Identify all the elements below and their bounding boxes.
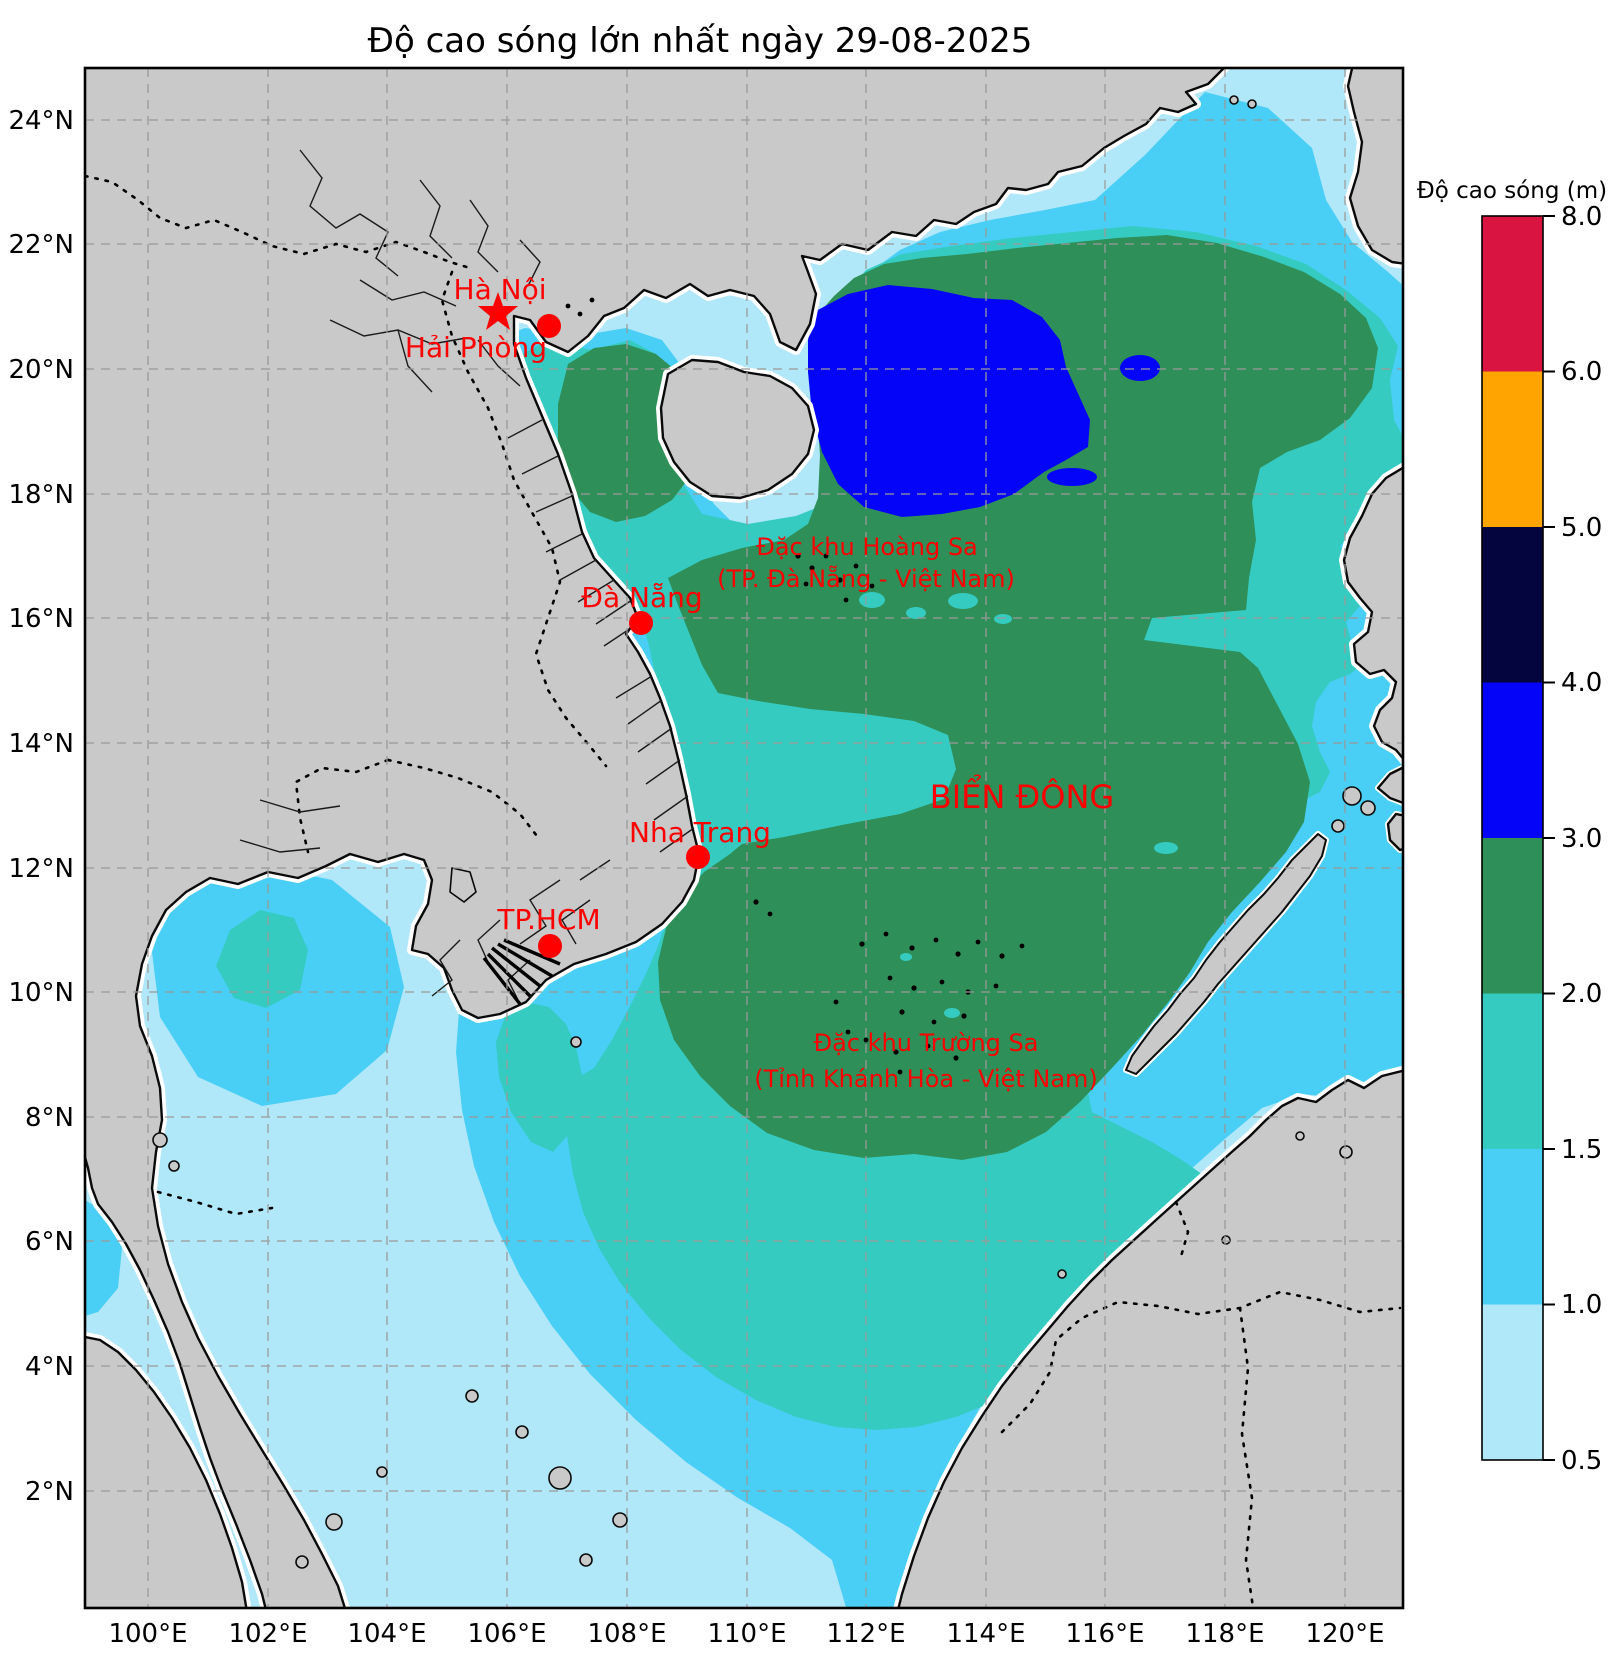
landmass-sumatra xyxy=(85,1331,252,1608)
small-islands xyxy=(152,95,1376,1569)
map-frame xyxy=(83,66,1405,1610)
colorbar-segment xyxy=(1482,993,1543,1149)
wave-region-blue-spot-south xyxy=(1047,468,1097,486)
svg-text:120°E: 120°E xyxy=(1305,1619,1384,1649)
landmass-mainland xyxy=(85,68,1232,1608)
svg-text:108°E: 108°E xyxy=(587,1619,666,1649)
svg-text:110°E: 110°E xyxy=(707,1619,786,1649)
landmass-palawan xyxy=(1123,831,1329,1077)
svg-text:8.0: 8.0 xyxy=(1561,202,1602,232)
haiphong-dot-marker xyxy=(537,314,561,338)
svg-text:1.0: 1.0 xyxy=(1561,1290,1602,1320)
sea-name-label: BIỂN ĐÔNG xyxy=(930,774,1114,816)
province-borders xyxy=(239,149,695,1001)
svg-text:22°N: 22°N xyxy=(8,230,74,260)
city-label-tphcm: TP.HCM xyxy=(496,903,600,936)
colorbar-title: Độ cao sóng (m) xyxy=(1417,178,1607,204)
svg-text:2.0: 2.0 xyxy=(1561,979,1602,1009)
truongsa-label-line2: (Tỉnh Khánh Hòa - Việt Nam) xyxy=(754,1065,1098,1093)
colorbar-segment xyxy=(1482,1304,1543,1460)
svg-text:14°N: 14°N xyxy=(8,729,74,759)
svg-text:8°N: 8°N xyxy=(25,1103,74,1133)
hanoi-star-marker xyxy=(478,292,518,330)
colorbar-segment xyxy=(1482,682,1543,838)
svg-text:16°N: 16°N xyxy=(8,604,74,634)
city-label-hanoi: Hà Nội xyxy=(454,273,547,306)
svg-text:3.0: 3.0 xyxy=(1561,824,1602,854)
svg-text:6°N: 6°N xyxy=(25,1227,74,1257)
colorbar-segments xyxy=(1482,216,1543,1460)
city-label-haiphong: Hải Phòng xyxy=(405,331,547,364)
map-title: Độ cao sóng lớn nhất ngày 29-08-2025 xyxy=(368,21,1033,61)
svg-text:1.5: 1.5 xyxy=(1561,1135,1602,1165)
landmass-hainan xyxy=(656,355,819,503)
svg-text:106°E: 106°E xyxy=(467,1619,546,1649)
svg-text:100°E: 100°E xyxy=(108,1619,187,1649)
tphcm-dot-marker xyxy=(538,934,562,958)
wave-region-turquoise-gulf-thailand xyxy=(216,910,308,1008)
city-label-danang: Đà Nẵng xyxy=(581,581,702,614)
svg-text:2°N: 2°N xyxy=(25,1477,74,1507)
colorbar-segment xyxy=(1482,1149,1543,1305)
colorbar-ticks xyxy=(1543,215,1555,1461)
svg-text:4°N: 4°N xyxy=(25,1352,74,1382)
mekong-rivers xyxy=(482,938,561,1006)
colorbar-segment xyxy=(1482,371,1543,527)
graticule xyxy=(85,68,1403,1608)
svg-text:6.0: 6.0 xyxy=(1561,357,1602,387)
lat-axis: 24°N 22°N 20°N 18°N 16°N 14°N 12°N 10°N … xyxy=(8,106,74,1507)
hoangsa-label-line1: Đặc khu Hoàng Sa xyxy=(756,533,978,561)
svg-text:4.0: 4.0 xyxy=(1561,668,1602,698)
colorbar: Độ cao sóng (m) 8.0 6.0 5.0 4.0 3.0 2.0 … xyxy=(1417,178,1607,1476)
svg-text:5.0: 5.0 xyxy=(1561,513,1602,543)
colorbar-segment xyxy=(1482,216,1543,372)
truongsa-label-line1: Đặc khu Trường Sa xyxy=(814,1029,1039,1057)
wave-region-blue-spot-east xyxy=(1120,355,1160,381)
svg-text:116°E: 116°E xyxy=(1065,1619,1144,1649)
svg-text:12°N: 12°N xyxy=(8,854,74,884)
svg-text:104°E: 104°E xyxy=(347,1619,426,1649)
islet-dots xyxy=(565,297,1025,1075)
wave-region-sky-taiwan-strait xyxy=(1100,96,1316,238)
colorbar-tick-labels: 8.0 6.0 5.0 4.0 3.0 2.0 1.5 1.0 0.5 xyxy=(1561,202,1602,1476)
svg-text:20°N: 20°N xyxy=(8,355,74,385)
svg-text:118°E: 118°E xyxy=(1185,1619,1264,1649)
colorbar-segment xyxy=(1482,527,1543,683)
svg-text:114°E: 114°E xyxy=(946,1619,1025,1649)
svg-text:24°N: 24°N xyxy=(8,106,74,136)
lon-axis: 100°E 102°E 104°E 106°E 108°E 110°E 112°… xyxy=(108,1619,1384,1649)
danang-dot-marker xyxy=(629,611,653,635)
landmass-borneo xyxy=(893,1065,1403,1608)
svg-text:0.5: 0.5 xyxy=(1561,1446,1602,1476)
svg-text:102°E: 102°E xyxy=(228,1619,307,1649)
international-borders xyxy=(85,174,1402,1608)
svg-text:18°N: 18°N xyxy=(8,480,74,510)
city-markers xyxy=(478,292,710,958)
city-label-nhatrang: Nha Trang xyxy=(629,816,771,849)
svg-text:10°N: 10°N xyxy=(8,978,74,1008)
nhatrang-dot-marker xyxy=(686,845,710,869)
svg-text:112°E: 112°E xyxy=(826,1619,905,1649)
hoangsa-label-line2: (TP. Đà Nẵng - Việt Nam) xyxy=(717,564,1015,593)
landmass-taiwan xyxy=(1343,68,1403,269)
landmass-luzon xyxy=(1339,461,1403,853)
wave-region-blue-storm xyxy=(808,285,1090,517)
colorbar-segment xyxy=(1482,838,1543,994)
